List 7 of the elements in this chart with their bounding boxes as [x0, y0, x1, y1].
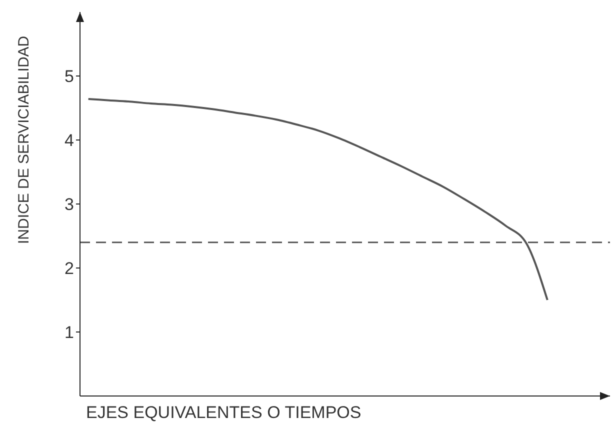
y-tick-label: 2	[64, 259, 74, 278]
y-tick-label: 1	[64, 323, 74, 342]
y-tick-label: 5	[64, 67, 74, 86]
y-tick-label: 3	[64, 195, 74, 214]
y-axis-title: INDICE DE SERVICIABILIDAD	[15, 36, 32, 244]
y-tick-label: 4	[64, 131, 74, 150]
x-axis-title: EJES EQUIVALENTES O TIEMPOS	[86, 403, 362, 422]
